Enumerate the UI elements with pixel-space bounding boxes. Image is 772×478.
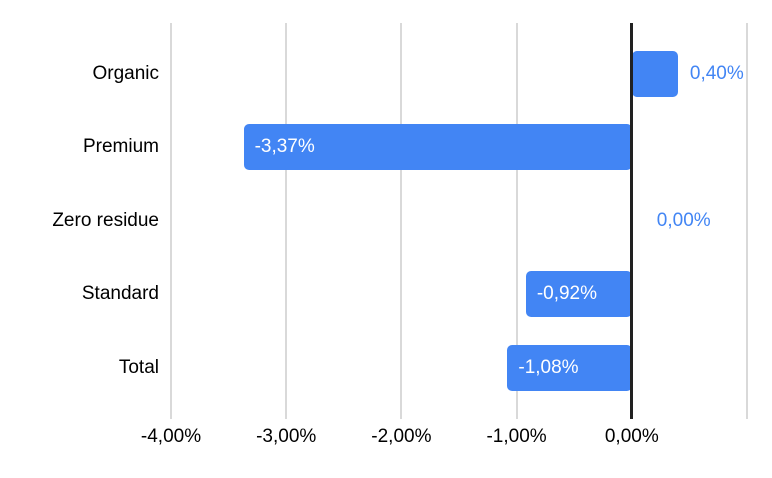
- value-label: 0,00%: [656, 209, 711, 231]
- gridline: [170, 23, 172, 419]
- category-label: Standard: [81, 283, 159, 304]
- bar: [525, 271, 632, 317]
- value-label: 0,40%: [689, 62, 744, 84]
- value-label: -1,08%: [518, 356, 579, 378]
- category-label: Total: [118, 356, 159, 378]
- zero-axis-line: [630, 23, 634, 419]
- category-label: Organic: [92, 62, 159, 84]
- value-label: -0,92%: [536, 283, 598, 304]
- x-axis-tick-label: -1,00%: [486, 426, 547, 447]
- x-axis-tick-label: -2,00%: [371, 426, 432, 447]
- bar: [243, 124, 632, 170]
- bar: [507, 344, 632, 391]
- x-axis-tick-label: 0,00%: [604, 426, 659, 447]
- gridline: [285, 23, 288, 419]
- gridline: [400, 23, 403, 419]
- gridline: [746, 23, 748, 419]
- value-label: -3,37%: [254, 136, 315, 157]
- category-label: Zero residue: [52, 209, 159, 231]
- x-axis-tick-label: -3,00%: [256, 426, 317, 447]
- bar: [631, 50, 678, 97]
- gridline: [515, 23, 518, 419]
- x-axis-tick-label: -4,00%: [140, 426, 202, 447]
- category-label: Premium: [82, 136, 159, 157]
